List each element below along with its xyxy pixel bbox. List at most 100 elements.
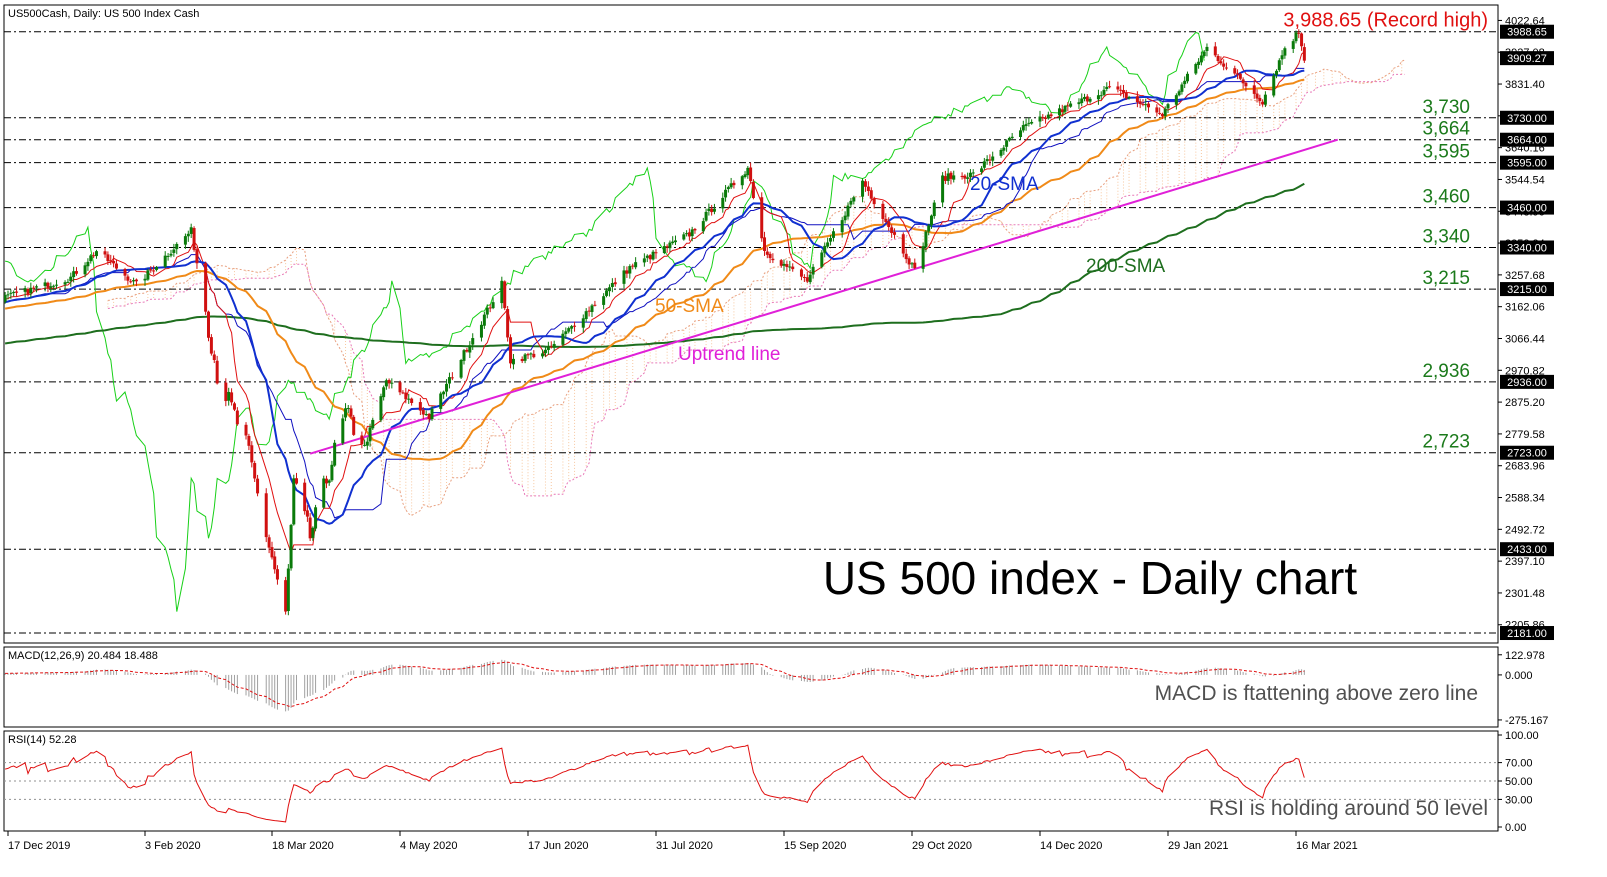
candle-body — [622, 270, 626, 284]
candle-body — [791, 266, 795, 270]
candle-body — [421, 409, 425, 415]
candle-body — [273, 556, 277, 570]
candle-body — [1294, 32, 1298, 42]
candle-body — [311, 527, 315, 538]
candle-body — [584, 311, 588, 320]
candle-body — [250, 445, 254, 463]
candle-body — [881, 203, 885, 219]
candle-body — [479, 324, 483, 338]
candle-body — [49, 286, 53, 288]
candle-body — [863, 181, 867, 187]
candle-body — [92, 255, 96, 257]
candle-body — [760, 197, 764, 239]
candle-body — [511, 358, 515, 365]
candle-body — [682, 234, 686, 240]
candle-body — [704, 211, 708, 221]
candle-body — [1275, 70, 1279, 75]
candle-body — [740, 176, 744, 186]
candle-body — [960, 175, 964, 177]
candle-body — [183, 236, 187, 245]
candle-body — [924, 231, 928, 248]
rsi-title: RSI(14) 52.28 — [8, 734, 76, 746]
x-axis-tick-label: 29 Oct 2020 — [912, 840, 972, 852]
candle-body — [581, 318, 585, 328]
y-axis-tick-label: 4022.64 — [1505, 15, 1545, 27]
candle-body — [799, 269, 803, 277]
candle-body — [468, 345, 472, 353]
macd-axis-tick-label: -275.167 — [1505, 715, 1548, 727]
candle-body — [1046, 114, 1050, 119]
candle-body — [442, 391, 446, 395]
candle-body — [685, 233, 689, 235]
candle-body — [991, 156, 995, 161]
current-price-tag — [1500, 51, 1554, 66]
macd-annotation: MACD is ftattening above zero line — [1155, 682, 1478, 705]
candle-body — [631, 265, 635, 267]
y-axis-tick-label: 2970.82 — [1505, 365, 1545, 377]
candle-body — [209, 337, 213, 354]
level-value-label: 3,460 — [1422, 187, 1470, 208]
candle-body — [1144, 104, 1148, 106]
candle-body — [1002, 147, 1006, 151]
candle-body — [360, 435, 364, 445]
price-tag-text: 3340.00 — [1507, 242, 1547, 254]
y-axis-tick-label: 3831.40 — [1505, 79, 1545, 91]
candle-body — [910, 263, 914, 265]
candle-body — [949, 172, 953, 179]
candle-body — [593, 304, 597, 306]
candle-body — [1083, 97, 1087, 99]
candle-body — [123, 268, 127, 276]
y-axis-tick-label: 2683.96 — [1505, 461, 1545, 473]
candle-body — [642, 258, 646, 263]
candle-body — [322, 478, 326, 508]
candle-body — [146, 270, 150, 280]
ichimoku-span-b — [107, 73, 1405, 497]
candle-body — [1116, 86, 1120, 90]
candle-body — [999, 149, 1003, 156]
candle-body — [823, 245, 827, 253]
candle-body — [520, 359, 524, 362]
candle-body — [256, 478, 260, 494]
candle-body — [887, 221, 891, 228]
chikou-span-line — [4, 31, 1205, 612]
candle-body — [1066, 105, 1070, 107]
price-tag-text: 3595.00 — [1507, 158, 1547, 170]
y-axis-tick-label: 3066.44 — [1505, 333, 1545, 345]
candle-body — [390, 382, 394, 384]
candle-body — [941, 175, 945, 203]
candle-body — [126, 276, 130, 281]
candle-body — [215, 360, 219, 384]
candle-body — [590, 305, 594, 312]
candle-body — [247, 435, 251, 446]
candle-body — [89, 255, 93, 262]
candle-body — [849, 200, 853, 205]
candle-body — [224, 382, 228, 402]
candle-body — [52, 285, 56, 287]
y-axis-tick-label: 2779.58 — [1505, 429, 1545, 441]
candle-body — [230, 392, 234, 403]
candle-body — [779, 260, 783, 266]
candle-body — [143, 278, 147, 281]
candle-body — [693, 228, 697, 231]
candle-body — [379, 396, 383, 421]
candle-body — [610, 282, 614, 287]
candle-body — [840, 220, 844, 233]
candle-body — [541, 353, 545, 357]
candle-body — [1291, 41, 1295, 49]
candle-body — [567, 328, 571, 332]
candle-body — [573, 325, 577, 327]
candle-body — [811, 266, 815, 275]
candle-body — [893, 232, 897, 235]
candle-body — [852, 197, 856, 202]
candle-body — [106, 254, 110, 262]
candle-body — [1127, 97, 1131, 99]
candle-body — [1041, 117, 1045, 119]
candle-body — [485, 307, 489, 315]
candle-body — [295, 478, 299, 484]
candle-body — [788, 266, 792, 268]
candle-body — [72, 271, 76, 278]
candle-body — [12, 291, 16, 293]
price-tag — [1500, 110, 1554, 125]
rsi-axis-tick-label: 100.00 — [1505, 730, 1539, 742]
candle-body — [729, 183, 733, 188]
